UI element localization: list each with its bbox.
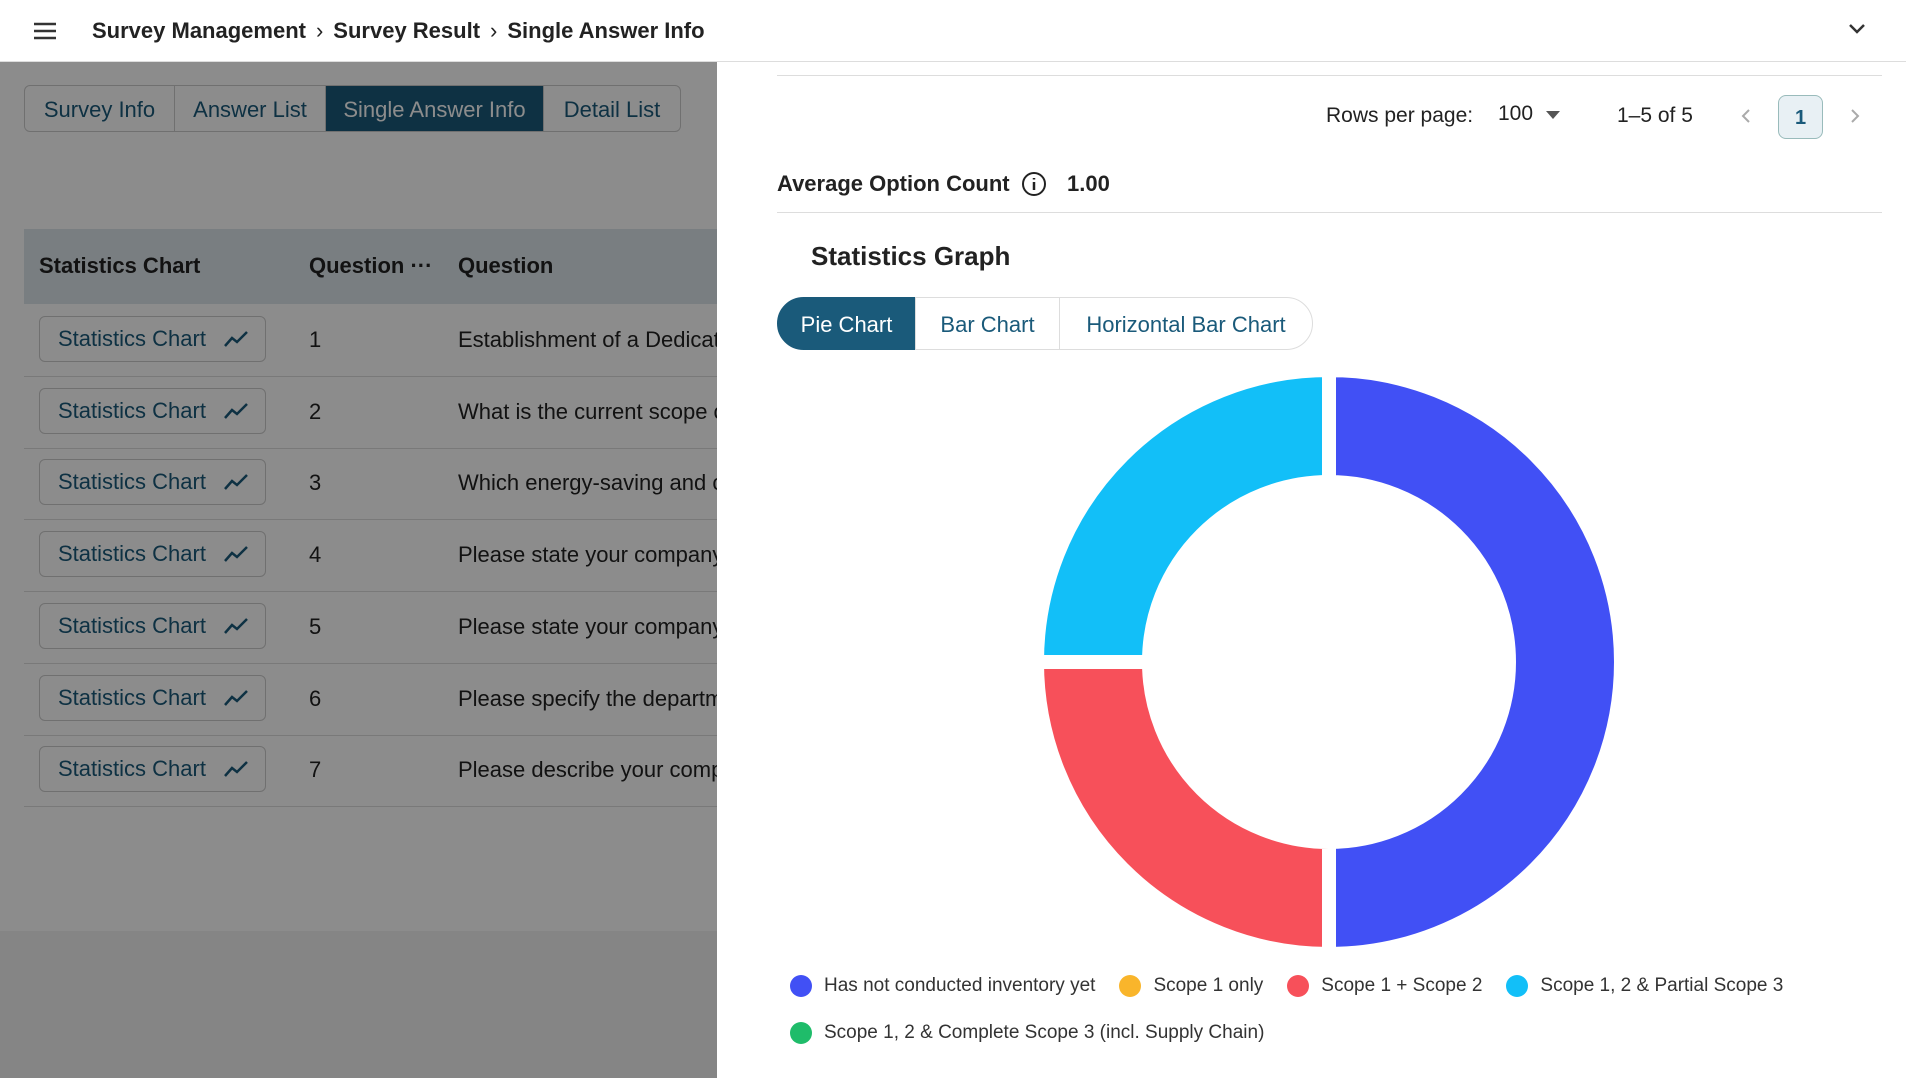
row-button[interactable]: Statistics Chart [39, 674, 266, 721]
row-number: 1 [309, 327, 322, 352]
button-label: Statistics Chart [58, 684, 206, 710]
info-icon[interactable] [1021, 171, 1047, 197]
row-button[interactable]: Statistics Chart [39, 602, 266, 649]
legend-label: Scope 1 only [1153, 974, 1264, 996]
legend-label: Scope 1 + Scope 2 [1321, 974, 1483, 996]
button-label: Statistics Chart [58, 612, 206, 638]
legend-label: Has not conducted inventory yet [824, 974, 1096, 996]
button-label: Statistics Chart [58, 756, 206, 782]
legend-swatch [790, 974, 812, 997]
row-button[interactable]: Statistics Chart [39, 459, 266, 506]
divider [777, 212, 1882, 213]
chart-icon [224, 689, 248, 706]
legend: Has not conducted inventory yet Scope 1 o… [790, 962, 1890, 1056]
row-number: 3 [309, 470, 322, 496]
rows-select[interactable]: 100 [1498, 102, 1534, 125]
row-number: 2 [309, 398, 322, 424]
row-number: 6 [309, 685, 322, 711]
next[interactable] [1850, 108, 1860, 124]
tab[interactable]: Detail List [543, 85, 681, 132]
row-button[interactable]: Statistics Chart [39, 387, 266, 434]
donut-segment [1322, 363, 1628, 961]
graph-title: Statistics Graph [811, 241, 1011, 271]
crumb[interactable]: Survey Result [333, 18, 481, 43]
legend-swatch [1119, 974, 1142, 997]
row-divider [24, 447, 717, 449]
row-button[interactable]: Statistics Chart [39, 316, 266, 362]
average-label: Average Option Count [777, 171, 1010, 196]
tab[interactable]: Single Answer Info [325, 85, 544, 132]
column-header: Statistics Chart [39, 253, 201, 278]
divider [777, 75, 1882, 76]
row-divider [24, 734, 717, 736]
row-button[interactable]: Statistics Chart [39, 746, 266, 793]
tab[interactable]: Survey Info [24, 85, 175, 132]
row-divider [24, 662, 717, 664]
button-label: Statistics Chart [58, 541, 206, 567]
legend-swatch [1287, 974, 1310, 997]
chart-type-tab[interactable]: Horizontal Bar Chart [1059, 297, 1313, 350]
rows-label: Rows per page: [1326, 104, 1474, 127]
row-divider [24, 591, 717, 593]
row-number: 7 [309, 757, 322, 783]
button-label: Statistics Chart [58, 326, 206, 351]
range: 1–5 of 5 [1617, 104, 1693, 127]
chart-icon [224, 331, 248, 347]
row-number: 5 [309, 613, 322, 639]
chart-icon [224, 402, 248, 419]
legend-item[interactable]: Scope 1, 2 & Complete Scope 3 (incl. Sup… [790, 1009, 1264, 1056]
chart-icon [224, 546, 248, 562]
menu-icon[interactable] [32, 21, 58, 41]
row-question: Please state your company [458, 542, 717, 568]
row-divider [24, 376, 717, 377]
row-question: Please specify the departm [458, 685, 717, 711]
row-question: Establishment of a Dedicat [458, 327, 717, 352]
chart-icon [224, 761, 248, 778]
row-divider [24, 806, 717, 808]
legend-item[interactable]: Scope 1, 2 & Partial Scope 3 [1506, 962, 1783, 1009]
chevron[interactable] [1848, 23, 1866, 35]
left-content: Survey Info Answer List Single Answer In… [0, 62, 717, 931]
donut-segment [1030, 363, 1336, 669]
legend-label: Scope 1, 2 & Complete Scope 3 (incl. Sup… [824, 1021, 1265, 1043]
row-button[interactable]: Statistics Chart [39, 531, 266, 578]
breadcrumb: Survey Management › Survey Result › Single A… [92, 18, 705, 43]
chart-icon [224, 474, 248, 491]
dropdown-arrow[interactable] [1545, 110, 1561, 120]
legend-item[interactable]: Has not conducted inventory yet [790, 962, 1095, 1009]
chart-type-tab[interactable]: Bar Chart [915, 297, 1060, 350]
row-question: What is the current scope c [458, 398, 717, 424]
legend-swatch [790, 1021, 812, 1044]
chart-type-tab[interactable]: Pie Chart [777, 297, 916, 350]
button-label: Statistics Chart [58, 397, 206, 423]
column-header: Question ··· [309, 253, 433, 278]
row-question: Which energy-saving and c [458, 470, 717, 496]
average-value: 1.00 [1067, 171, 1110, 196]
overlay[interactable] [0, 62, 717, 1078]
table-header: Statistics Chart Question ··· Question [24, 229, 717, 304]
chart-icon [224, 617, 248, 634]
column-header: Question [458, 253, 554, 278]
page-button[interactable]: 1 [1778, 95, 1823, 139]
top-bar: Survey Management › Survey Result › Single A… [0, 0, 1906, 62]
row-question: Please describe your comp [458, 757, 717, 783]
prev[interactable] [1741, 108, 1751, 124]
row-number: 4 [309, 542, 322, 568]
crumb: Single Answer Info [507, 18, 705, 43]
legend-swatch [1506, 974, 1529, 997]
row-question: Please state your company [458, 613, 717, 639]
donut-segment [1030, 655, 1336, 961]
crumb[interactable]: Survey Management [92, 18, 306, 43]
button-label: Statistics Chart [58, 469, 206, 495]
legend-item[interactable]: Scope 1 + Scope 2 [1287, 962, 1482, 1009]
legend-label: Scope 1, 2 & Partial Scope 3 [1540, 974, 1784, 996]
row-divider [24, 519, 717, 521]
donut-chart [1030, 363, 1628, 961]
legend-item[interactable]: Scope 1 only [1119, 962, 1263, 1009]
